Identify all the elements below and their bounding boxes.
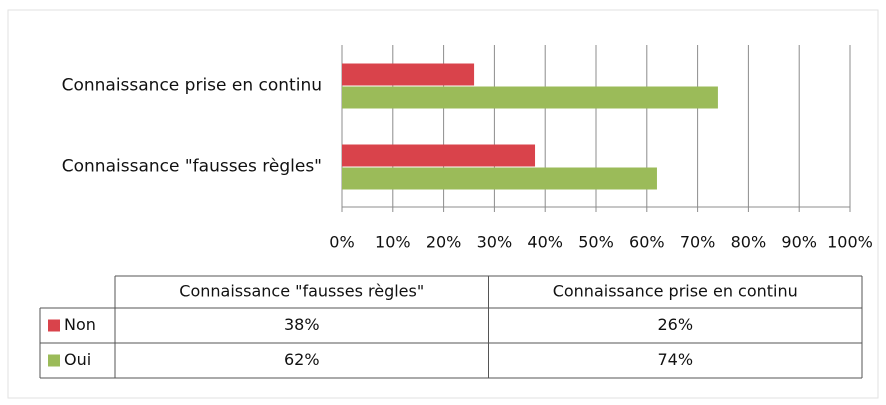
x-tick-label: 80% — [731, 233, 767, 252]
legend-swatch — [48, 354, 60, 367]
x-tick-label: 100% — [827, 233, 873, 252]
table-cell: 62% — [284, 350, 320, 369]
table-cell: 38% — [284, 315, 320, 334]
x-tick-label: 10% — [375, 233, 411, 252]
legend-swatch — [48, 319, 60, 332]
x-tick-label: 40% — [527, 233, 563, 252]
table-cell: 26% — [657, 315, 693, 334]
table-cell: 74% — [657, 350, 693, 369]
bar — [342, 144, 536, 167]
x-tick-label: 90% — [781, 233, 817, 252]
bar — [342, 86, 718, 109]
y-tick-label: Connaissance prise en continu — [62, 76, 322, 96]
table-header: Connaissance prise en continu — [553, 282, 798, 301]
legend-label: Oui — [64, 350, 91, 369]
x-tick-label: 70% — [680, 233, 716, 252]
x-tick-label: 20% — [426, 233, 462, 252]
bar — [342, 167, 657, 190]
table-header: Connaissance "fausses règles" — [179, 282, 424, 301]
legend-label: Non — [64, 315, 96, 334]
chart-frame — [7, 9, 879, 399]
x-tick-label: 50% — [578, 233, 614, 252]
x-tick-label: 30% — [477, 233, 513, 252]
y-tick-label: Connaissance "fausses règles" — [62, 157, 322, 177]
bar — [342, 63, 475, 86]
x-tick-label: 0% — [329, 233, 354, 252]
x-tick-label: 60% — [629, 233, 665, 252]
